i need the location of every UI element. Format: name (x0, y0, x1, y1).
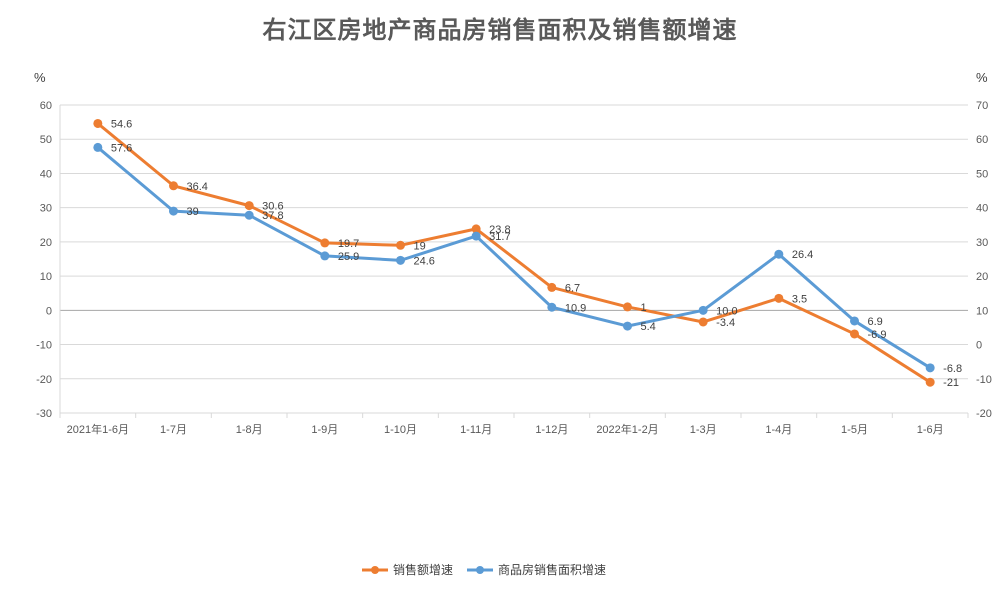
y-right-tick-label: 60 (976, 134, 988, 146)
data-point (244, 210, 254, 220)
data-point (623, 302, 632, 312)
data-point (169, 181, 178, 191)
data-point (547, 302, 557, 312)
x-tick-label: 2021年1-6月 (67, 422, 129, 436)
series-line-2 (96, 145, 932, 370)
data-point (698, 317, 708, 327)
legend-marker-2 (476, 566, 484, 574)
data-label: -3.4 (716, 317, 735, 329)
data-label: 31.7 (489, 231, 510, 243)
x-tick-label: 1-8月 (236, 424, 263, 436)
data-point (396, 240, 405, 250)
x-tick-label: 1-11月 (460, 424, 492, 436)
x-tick-label: 1-12月 (535, 424, 568, 436)
data-label: -21 (943, 377, 959, 389)
data-point (850, 329, 859, 339)
x-tick-label: 2022年1-2月 (596, 422, 658, 436)
y-left-tick-label: 60 (40, 100, 52, 112)
data-point (925, 377, 935, 387)
data-label: 3.5 (792, 293, 807, 305)
legend: 销售额增速 商品房销售面积增速 (362, 562, 606, 577)
x-tick-label: 1-7月 (160, 424, 187, 436)
y-left-tick-label: 30 (40, 203, 52, 215)
data-point (396, 255, 405, 265)
y-left-tick-label: 50 (40, 134, 52, 146)
x-tick-label: 1-3月 (690, 424, 717, 436)
data-label: 57.6 (111, 142, 132, 154)
y-right-tick-label: -20 (976, 408, 992, 420)
data-label: 10.9 (565, 302, 586, 314)
legend-label-2: 商品房销售面积增速 (498, 562, 606, 577)
data-point (471, 224, 481, 234)
data-point (320, 238, 330, 248)
data-point (244, 201, 254, 211)
y-left-tick-label: -20 (36, 374, 52, 386)
data-label: 6.7 (565, 282, 580, 294)
y-left-tick-label: -30 (36, 408, 52, 420)
data-label: 37.8 (262, 210, 283, 222)
data-label: -6.9 (868, 329, 887, 341)
y-right-tick-label: 50 (976, 168, 988, 180)
data-label: 30.6 (262, 201, 283, 213)
data-label: 23.8 (489, 224, 510, 236)
data-point (774, 249, 784, 259)
data-label: 5.4 (641, 321, 656, 333)
y-left-tick-label: 20 (40, 237, 52, 249)
x-tick-label: 1-4月 (765, 424, 792, 436)
data-label: -6.8 (943, 363, 962, 375)
data-point (698, 305, 708, 315)
data-label: 54.6 (111, 118, 132, 130)
data-point (169, 206, 178, 216)
series-lines (93, 118, 935, 387)
data-label: 25.9 (338, 251, 359, 263)
y-left-tick-label: 40 (40, 168, 52, 180)
data-label: 39 (187, 206, 199, 218)
y-right-tick-label: 70 (976, 100, 988, 112)
data-label: 10.0 (716, 305, 737, 317)
y-right-tick-label: 30 (976, 237, 988, 249)
y-left-tick-label: 10 (40, 271, 52, 283)
y-left-unit: % (34, 70, 46, 85)
y-right-tick-label: 10 (976, 305, 988, 317)
chart-title: 右江区房地产商品房销售面积及销售额增速 (262, 15, 738, 44)
data-label: 1 (641, 302, 647, 314)
data-point (93, 118, 103, 128)
data-label: 26.4 (792, 249, 813, 261)
data-point (547, 282, 557, 292)
data-point (774, 293, 784, 303)
data-label: 36.4 (187, 181, 208, 193)
y-right-tick-label: 40 (976, 203, 988, 215)
legend-marker-1 (371, 566, 379, 574)
y-right-tick-label: 20 (976, 271, 988, 283)
data-point (320, 251, 330, 261)
data-point (93, 142, 103, 152)
y-right-tick-label: -10 (976, 374, 992, 386)
data-label: 19.7 (338, 238, 359, 250)
data-label: 6.9 (868, 316, 883, 328)
axes: -30 -20 -10 0 10 20 30 40 50 60 -20 -10 0 10 20 30 40 50 6… (34, 70, 992, 436)
y-left-tick-label: 0 (46, 305, 52, 317)
data-point (623, 321, 632, 331)
y-left-tick-label: -10 (36, 340, 52, 352)
y-right-tick-label: 0 (976, 340, 982, 352)
x-tick-label: 1-10月 (384, 424, 417, 436)
data-point (925, 363, 935, 373)
data-labels: 54.6 36.4 30.6 19.7 19 23.8 6.7 1 -3.4 3.5 -6.9 -21… (111, 118, 962, 389)
y-right-unit: % (976, 70, 988, 85)
x-tick-label: 1-6月 (917, 424, 944, 436)
data-label: 24.6 (414, 255, 435, 267)
legend-label-1: 销售额增速 (393, 562, 453, 577)
x-tick-label: 1-5月 (841, 424, 868, 436)
gridlines (60, 104, 968, 414)
series-line-1 (96, 121, 932, 384)
data-label: 19 (414, 240, 426, 252)
x-tick-label: 1-9月 (311, 424, 338, 436)
data-point (850, 316, 859, 326)
data-point (471, 231, 481, 241)
